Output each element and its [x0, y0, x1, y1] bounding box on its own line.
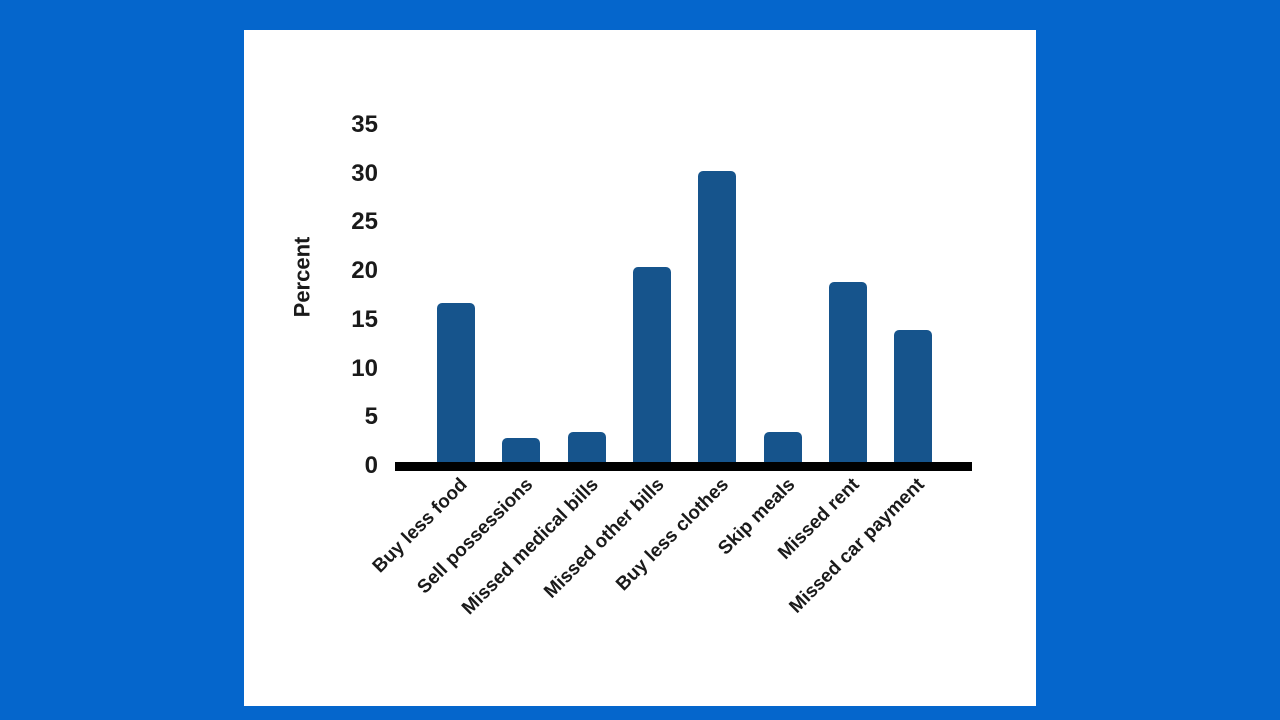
bar	[632, 267, 671, 463]
bar	[894, 330, 933, 463]
y-tick-label: 5	[364, 403, 378, 431]
y-tick-label: 30	[351, 159, 378, 187]
bar	[698, 170, 737, 463]
bar	[437, 303, 475, 463]
x-axis-line	[395, 462, 972, 471]
bar	[502, 437, 541, 463]
y-tick-label: 10	[351, 354, 378, 382]
bar	[828, 281, 867, 463]
y-axis-label: Percent	[288, 236, 314, 318]
y-tick-label: 35	[351, 110, 378, 138]
y-tick-label: 20	[351, 257, 378, 284]
bar	[763, 431, 802, 463]
bar	[567, 431, 606, 463]
y-tick-label: 25	[351, 208, 378, 236]
y-tick-label: 0	[364, 452, 378, 479]
y-tick-label: 15	[351, 305, 378, 333]
